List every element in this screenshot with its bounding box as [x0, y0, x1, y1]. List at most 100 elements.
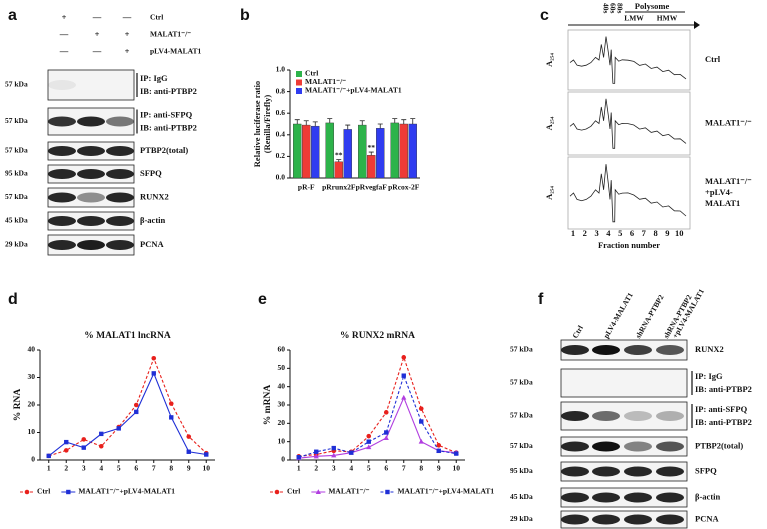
y-tick-label: 10: [28, 427, 36, 436]
y-tick-label: 1.0: [276, 65, 286, 74]
blot-band: [106, 192, 134, 203]
legend-marker: [315, 489, 321, 494]
blot-band: [77, 169, 105, 179]
bar: [376, 128, 385, 179]
point: [151, 371, 156, 376]
polysome-trace: [569, 36, 687, 84]
peak-label: 60s: [608, 3, 617, 14]
condition-label: MALAT1: [705, 198, 740, 208]
blot-band: [592, 441, 620, 452]
series-line: [48, 356, 207, 457]
panel-letter: f: [538, 291, 544, 308]
point: [366, 439, 371, 444]
blot-band: [656, 466, 684, 477]
significance: **: [368, 143, 376, 152]
y-tick-label: 60: [278, 345, 286, 354]
point: [418, 406, 424, 411]
blot-band: [48, 146, 76, 156]
condition-label: Ctrl: [150, 13, 163, 22]
x-tick-label: pR-F: [298, 183, 315, 192]
x-tick-label: 3: [332, 464, 336, 473]
blot-label: PCNA: [695, 513, 719, 523]
x-tick-label: 5: [117, 464, 121, 473]
kda-label: 45 kDa: [510, 492, 533, 501]
blot-band: [48, 192, 76, 203]
blot-band: [624, 345, 652, 355]
x-tick-label: 6: [630, 228, 634, 238]
legend-label: Ctrl: [287, 487, 300, 496]
point: [331, 445, 336, 451]
point: [454, 451, 459, 456]
blot-band: [106, 146, 134, 156]
error-bar: [327, 118, 333, 123]
blot-band: [561, 345, 589, 355]
legend-marker: [385, 489, 390, 495]
point: [186, 449, 191, 454]
kda-label: 57 kDa: [5, 80, 28, 89]
sign: —: [92, 12, 102, 22]
polysome-label: Polysome: [635, 1, 670, 11]
point: [81, 445, 86, 450]
blot-band: [624, 492, 652, 503]
error-bar: [392, 118, 398, 123]
series-line: [48, 371, 207, 457]
blot-band: [77, 216, 105, 226]
x-tick-label: 9: [665, 228, 669, 238]
sign: —: [59, 46, 69, 56]
x-tick-label: 2: [583, 228, 587, 238]
y-tick-label: 40: [278, 381, 286, 390]
blot-band: [106, 116, 134, 127]
y-tick-label: 0: [281, 455, 285, 464]
sign: —: [59, 29, 69, 39]
blot-band: [592, 345, 620, 355]
blot-label: RUNX2: [140, 191, 169, 201]
blot-band: [77, 116, 105, 127]
point: [436, 448, 441, 454]
x-tick-label: 7: [642, 228, 647, 238]
kda-label: 57 kDa: [5, 192, 28, 201]
x-tick-label: 3: [82, 464, 86, 473]
trace-box: [567, 29, 691, 91]
condition-label: MALAT1⁻/⁻: [705, 117, 752, 127]
x-tick-label: 4: [99, 464, 103, 473]
x-tick-label: 4: [606, 228, 611, 238]
point: [419, 419, 424, 424]
point: [169, 415, 174, 420]
kda-label: 57 kDa: [5, 116, 28, 125]
x-tick-label: pRvegfaF: [356, 183, 388, 192]
sign: —: [92, 46, 102, 56]
blot-label: IB: anti-PTBP2: [695, 384, 752, 394]
bar: [325, 122, 334, 179]
point: [151, 355, 157, 361]
panel-letter: b: [240, 7, 250, 24]
x-tick-label: 9: [187, 464, 191, 473]
y-tick-label: 10: [278, 436, 286, 445]
x-tick-label: 10: [453, 464, 461, 473]
error-bar: [410, 118, 416, 124]
significance: **: [335, 150, 343, 159]
x-tick-label: 1: [297, 464, 301, 473]
hmw-label: HMW: [657, 14, 678, 23]
bar: [334, 161, 343, 179]
blot-band: [106, 216, 134, 226]
legend-label: MALAT1⁻/⁻: [328, 487, 369, 496]
point: [436, 443, 442, 448]
blot-label: IB: anti-PTBP2: [140, 122, 197, 132]
y-tick-label: 20: [278, 418, 286, 427]
point: [314, 449, 319, 454]
x-tick-label: 3: [594, 228, 598, 238]
y-tick-label: 20: [28, 400, 36, 409]
kda-label: 57 kDa: [510, 345, 533, 354]
blot-label: PCNA: [140, 239, 164, 249]
blot-label: IP: IgG: [695, 371, 723, 381]
blot-label: IB: anti-PTBP2: [695, 417, 752, 427]
legend-marker: [66, 489, 71, 495]
peak-label: 80s: [615, 3, 624, 14]
kda-label: 45 kDa: [5, 216, 28, 225]
point: [401, 355, 407, 360]
blot-label: IB: anti-PTBP2: [140, 86, 197, 96]
x-tick-label: 8: [653, 228, 657, 238]
panel-letter: c: [540, 7, 549, 24]
y-tick-label: 0: [31, 455, 35, 464]
x-tick-label: pRrunx2F: [322, 183, 356, 192]
